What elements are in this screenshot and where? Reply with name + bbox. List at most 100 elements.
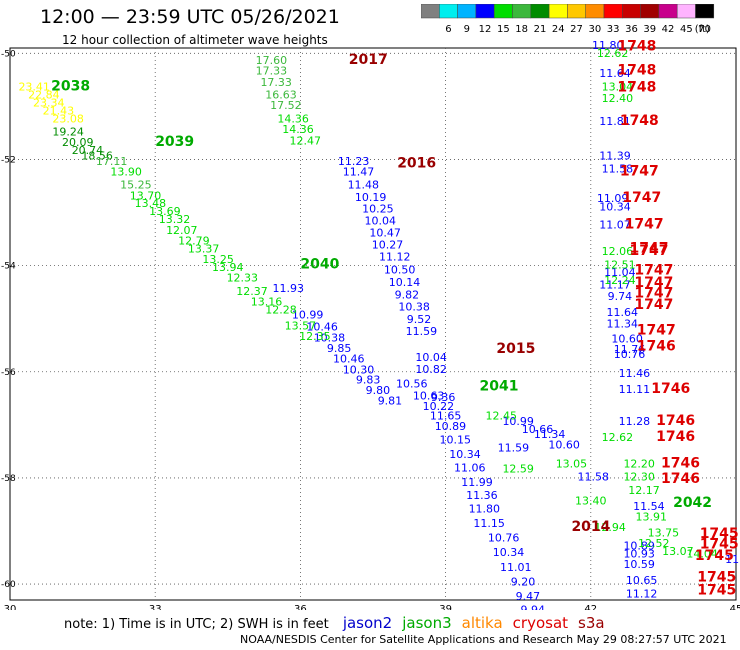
swh-value-label: 10.19 <box>355 191 387 204</box>
swh-value-label: 13.90 <box>110 165 142 178</box>
swh-value-label: 10.89 <box>435 420 467 433</box>
swh-value-label: 16.63 <box>265 88 297 101</box>
swh-value-label: 11.36 <box>466 489 498 502</box>
swh-value-label: 12.62 <box>602 431 634 444</box>
swh-value-label: 11.80 <box>469 502 501 515</box>
x-tick-label: 42 <box>584 604 597 610</box>
swh-value-label: 17.52 <box>270 99 302 112</box>
swh-value-label: 13.75 <box>648 526 680 539</box>
swh-value-label: 12.52 <box>638 537 670 550</box>
swh-value-label: 17.33 <box>256 65 288 78</box>
swh-value-label: 11.58 <box>602 163 634 176</box>
swh-value-label: 13.94 <box>212 261 244 274</box>
swh-value-label: 20.74 <box>72 144 104 157</box>
track-labels: 2038 2039 2040 2041 2042 2017 2016 2015 2014 1748… <box>51 39 739 599</box>
swh-value-label: 10.04 <box>415 351 447 364</box>
colorbar-tick-label: 42 <box>662 24 675 35</box>
y-tick-label: -50 <box>1 49 16 59</box>
swh-value-label: 10.25 <box>362 203 394 216</box>
swh-value-label: 13.69 <box>149 205 181 218</box>
track-number-label: 1747 <box>634 263 673 279</box>
swh-value-label: 12.37 <box>236 285 268 298</box>
colorbar-tick-label: 18 <box>515 24 528 35</box>
track-number-label: 1745 <box>700 537 739 553</box>
colorbar-tick-label: 33 <box>607 24 620 35</box>
swh-value-label: 23.08 <box>52 112 84 125</box>
swh-value-label: 13.05 <box>556 457 588 470</box>
track-number-label: 1748 <box>620 113 659 129</box>
track-number-label: 1747 <box>634 275 673 291</box>
footer-note: note: 1) Time is in UTC; 2) SWH is in fe… <box>64 614 605 632</box>
swh-value-label: 11.34 <box>534 428 566 441</box>
track-number-label: 1747 <box>630 240 669 256</box>
x-tick-label: 30 <box>4 604 17 610</box>
swh-value-label: 10.56 <box>396 378 428 391</box>
data-points: 11.2311.4711.4810.1910.2510.0410.4710.27… <box>18 39 740 610</box>
swh-value-label: 12.45 <box>486 410 518 423</box>
swh-value-label: 9.80 <box>366 384 391 397</box>
track-number-label: 1746 <box>656 429 695 445</box>
chart-subtitle: 12 hour collection of altimeter wave hei… <box>62 33 328 47</box>
swh-value-label: 17.60 <box>256 54 288 67</box>
track-number-label: 1747 <box>634 285 673 301</box>
y-tick-label: -54 <box>1 262 16 272</box>
swh-value-label: 12.59 <box>502 463 534 476</box>
track-number-label: 1745 <box>695 548 734 564</box>
swh-value-label: 11.39 <box>599 149 631 162</box>
swh-value-label: 10.93 <box>623 548 655 561</box>
swh-value-label: 17.11 <box>96 155 128 168</box>
swh-value-label: 9.74 <box>608 290 633 303</box>
y-tick-label: -58 <box>1 474 16 484</box>
x-tick-label: 45 <box>730 604 740 610</box>
track-number-label: 1747 <box>620 163 659 179</box>
swh-value-label: 11.64 <box>599 67 631 80</box>
swh-value-label: 14.36 <box>277 112 309 125</box>
swh-value-label: 10.15 <box>440 433 472 446</box>
track-number-label: 2017 <box>349 52 388 68</box>
swh-value-label: 10.82 <box>415 363 447 376</box>
swh-value-label: 11.28 <box>619 415 651 428</box>
swh-value-label: 10.76 <box>488 532 520 545</box>
swh-value-label: 9.85 <box>327 342 352 355</box>
swh-value-label: 12.06 <box>602 245 634 258</box>
track-number-label: 1747 <box>630 243 669 259</box>
swh-value-label: 15.25 <box>120 179 152 192</box>
swh-value-label: 13.40 <box>575 494 607 507</box>
swh-value-label: 12.28 <box>265 303 297 316</box>
swh-value-label: 11.59 <box>406 325 438 338</box>
swh-value-label: 9.52 <box>407 313 432 326</box>
swh-value-label: 11.09 <box>597 192 629 205</box>
swh-value-label: 10.46 <box>306 320 338 333</box>
swh-value-label: 12.94 <box>594 521 626 534</box>
swh-value-label: 10.60 <box>548 439 580 452</box>
colorbar-tick-label: 45 <box>680 24 693 35</box>
swh-value-label: 13.48 <box>135 197 167 210</box>
swh-value-label: 11.65 <box>430 410 462 423</box>
swh-value-label: 23.34 <box>33 96 65 109</box>
swh-value-label: 11.99 <box>461 476 493 489</box>
chart-title: 12:00 — 23:59 UTC 05/26/2021 <box>40 6 340 28</box>
colorbar-tick-label: 30 <box>588 24 601 35</box>
swh-value-label: 11.04 <box>604 266 636 279</box>
swh-value-label: 10.22 <box>423 400 455 413</box>
x-tick-label: 39 <box>439 604 452 610</box>
track-number-label: 2042 <box>673 495 712 511</box>
y-tick-label: -52 <box>1 155 16 165</box>
swh-value-label: 13.16 <box>251 295 283 308</box>
colorbar-tick-label: 21 <box>534 24 547 35</box>
swh-value-label: 19.24 <box>52 126 84 139</box>
swh-value-label: 9.36 <box>431 391 456 404</box>
swh-value-label: 10.34 <box>599 200 631 213</box>
swh-value-label: 13.91 <box>636 510 668 523</box>
colorbar-tick-label: 6 <box>445 24 451 35</box>
swh-value-label: 10.59 <box>623 558 655 571</box>
swh-value-label: 10.76 <box>614 348 646 361</box>
swh-value-label: 11.76 <box>614 343 646 356</box>
swh-value-label: 9.20 <box>511 576 536 589</box>
swh-value-label: 10.65 <box>626 574 658 587</box>
swh-value-label: 10.60 <box>611 333 643 346</box>
track-number-label: 1747 <box>622 190 661 206</box>
swh-value-label: 12.79 <box>178 234 210 247</box>
track-number-label: 1745 <box>697 569 736 585</box>
swh-value-label: 13.70 <box>130 189 162 202</box>
